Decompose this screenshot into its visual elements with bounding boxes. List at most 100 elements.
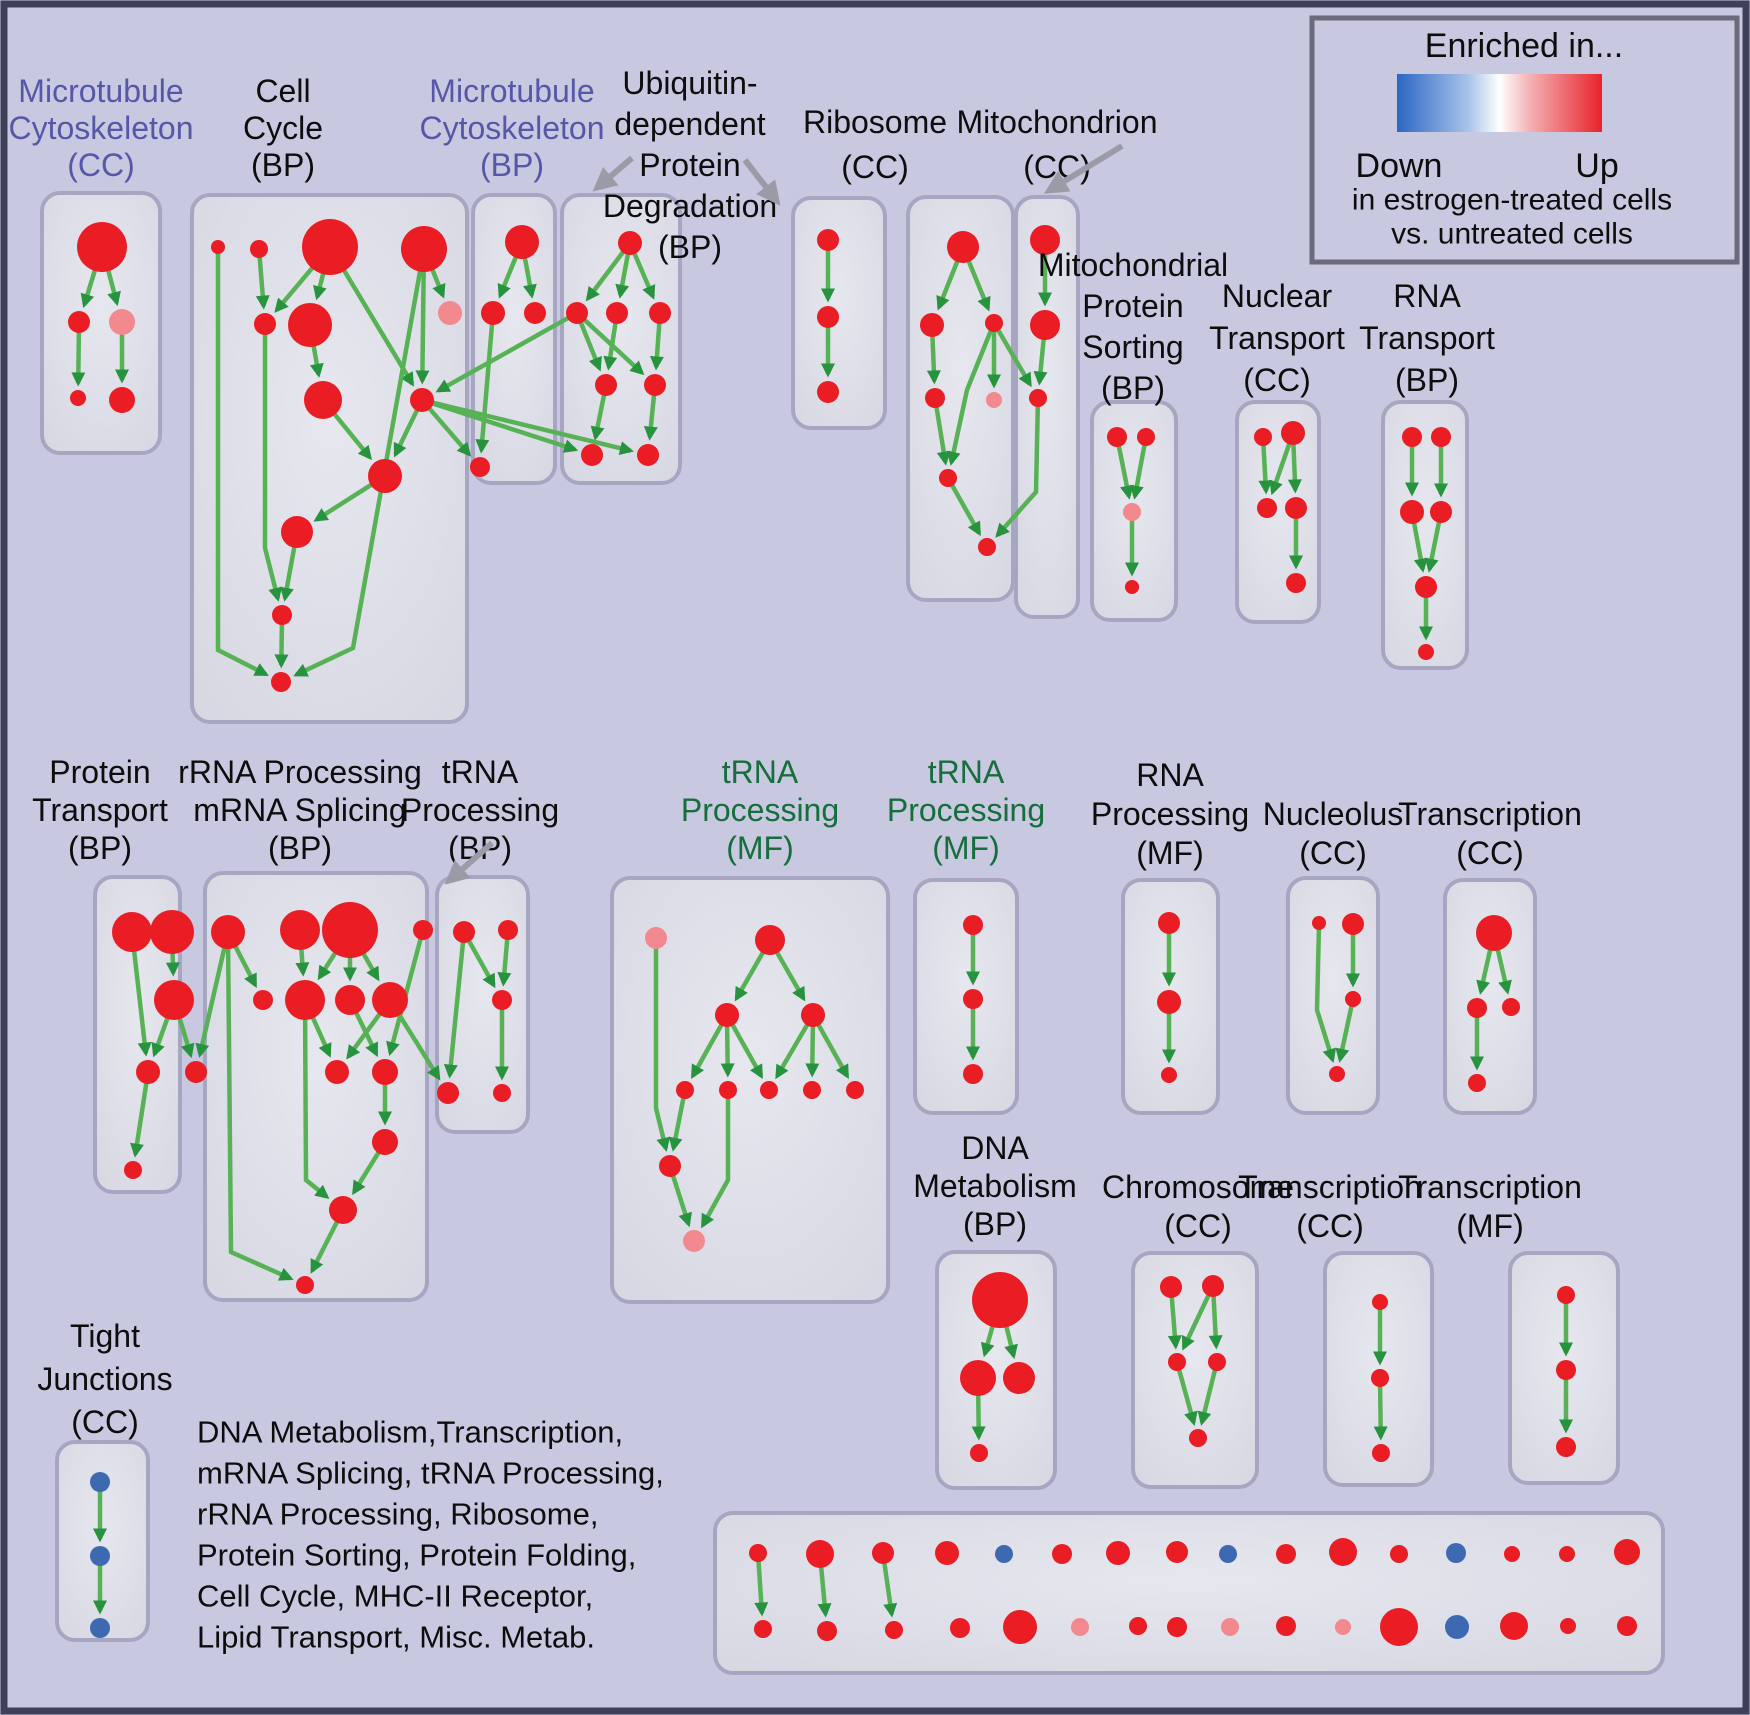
group-label-transcription-cc-1: Transcription [1398, 796, 1582, 832]
go-term-node-transcription-mf-0 [1557, 1286, 1575, 1304]
go-term-node-nuclear-transport-cc-1 [1281, 421, 1305, 445]
group-label-mitochondrion-cc: Mitochondrion [957, 104, 1158, 140]
go-term-node-mixed-terms-strip-4 [995, 1545, 1013, 1563]
edge-arrow-ubiquitin-degradation-bp [631, 251, 656, 300]
go-term-node-rrna-processing-mrna-splicing-bp-12 [329, 1196, 357, 1224]
edge-arrow-trna-processing-mf-1 [653, 947, 671, 1152]
go-term-node-protein-transport-bp-3 [136, 1060, 160, 1084]
edge-arrow-mitochondrial-protein-sorting-bp [1116, 444, 1134, 500]
edge-arrow-trna-processing-mf-1 [670, 1174, 692, 1228]
go-term-node-mixed-terms-strip-18 [885, 1621, 903, 1639]
go-term-node-trna-processing-mf-2-2 [963, 1064, 983, 1084]
edge-arrow-nucleolus-cc [1335, 1005, 1354, 1063]
go-term-node-rrna-processing-mrna-splicing-bp-11 [372, 1129, 398, 1155]
go-term-node-tight-junctions-cc-0 [90, 1472, 110, 1492]
group-box-transcription-cc-2 [1323, 1251, 1434, 1487]
group-label-ribosome-cc: Ribosome [803, 104, 947, 140]
group-label-dna-metabolism-bp: DNA [961, 1130, 1029, 1166]
go-term-node-transcription-cc-1-1 [1467, 998, 1487, 1018]
go-term-node-mitochondrial-protein-sorting-bp-3 [1125, 580, 1139, 594]
edge-arrow-chromosome-cc [1181, 1293, 1212, 1351]
group-label-nucleolus-cc: (CC) [1299, 835, 1367, 871]
edge-arrow-cell-cycle-bp [393, 408, 420, 458]
go-term-node-mixed-terms-strip-26 [1335, 1619, 1351, 1635]
go-term-node-trna-processing-bp-1 [498, 920, 518, 940]
go-term-node-rrna-processing-mrna-splicing-bp-7 [335, 985, 365, 1015]
go-term-node-trna-processing-mf-1-4 [676, 1081, 694, 1099]
go-term-node-mixed-terms-strip-17 [817, 1621, 837, 1641]
edge-arrow-chromosome-cc [1167, 1296, 1182, 1350]
group-box-transcription-cc-1 [1443, 878, 1537, 1115]
go-term-node-mixed-terms-strip-20 [1003, 1610, 1037, 1644]
go-term-node-chromosome-cc-2 [1168, 1353, 1186, 1371]
edge-arrow-ubiquitin-degradation-bp [590, 393, 607, 441]
group-label-microtubule-cytoskeleton-cc: (CC) [67, 147, 135, 183]
group-label-rrna-processing-mrna-splicing-bp: (BP) [268, 830, 332, 866]
edge-arrow-cross [176, 1015, 195, 1059]
group-label-cell-cycle-bp: Cell [255, 73, 310, 109]
go-term-node-ubiquitin-degradation-bp-5 [644, 374, 666, 396]
edge-arrow-nuclear-transport-cc [1258, 444, 1273, 495]
edge-arrow-trna-processing-mf-1 [668, 1097, 686, 1152]
go-term-node-mixed-terms-strip-8 [1219, 1545, 1237, 1563]
go-term-node-rrna-processing-mrna-splicing-bp-10 [372, 1059, 398, 1085]
go-term-node-trna-processing-mf-1-10 [683, 1230, 705, 1252]
group-label-protein-transport-bp: Protein [49, 754, 150, 790]
group-label-microtubule-cytoskeleton-bp: Cytoskeleton [420, 110, 605, 146]
go-term-node-tight-junctions-cc-2 [90, 1618, 110, 1638]
group-label-trna-processing-bp: (BP) [448, 830, 512, 866]
annotation-text-line: Protein Sorting, Protein Folding, [197, 1538, 636, 1573]
annotation-text-line: rRNA Processing, Ribosome, [197, 1497, 598, 1532]
go-term-node-mixed-terms-strip-29 [1500, 1612, 1528, 1640]
group-label-transcription-mf: Transcription [1398, 1169, 1582, 1205]
go-term-node-ubiquitin-degradation-chain-2 [817, 381, 839, 403]
edge-arrow-cell-cycle-bp [274, 263, 317, 313]
edge-arrow-rrna-processing-mrna-splicing-bp [359, 949, 380, 982]
edge-arrow-rrna-processing-mrna-splicing-bp [309, 1014, 332, 1058]
edge-arrow-cross [995, 328, 1032, 388]
group-box-microtubule-cytoskeleton-cc [40, 191, 162, 455]
group-label-trna-processing-mf-2: tRNA [928, 754, 1005, 790]
go-term-node-nuclear-transport-cc-3 [1285, 497, 1307, 519]
ubiquitin-right-pointer [742, 158, 781, 206]
annotation-text-line: mRNA Splicing, tRNA Processing, [197, 1456, 664, 1491]
layer-nodes [68, 219, 1640, 1646]
edge-arrow-ribosome-cc [966, 258, 991, 312]
go-term-node-ribosome-cc-0 [947, 231, 979, 263]
go-term-node-rrna-processing-mrna-splicing-bp-3 [413, 920, 433, 940]
group-label-rna-processing-mf: Processing [1091, 796, 1249, 832]
go-term-node-ubiquitin-degradation-bp-2 [606, 302, 628, 324]
edge-arrow-rrna-processing-mrna-splicing-bp [302, 1016, 330, 1200]
go-term-node-microtubule-cytoskeleton-cc-0 [77, 222, 127, 272]
edge-arrow-microtubule-cytoskeleton-bp [475, 323, 495, 454]
edge-arrow-cross [396, 1011, 441, 1081]
go-term-node-trna-processing-bp-3 [437, 1082, 459, 1104]
go-term-node-rrna-processing-mrna-splicing-bp-1 [280, 910, 320, 950]
go-term-node-mixed-terms-strip-10 [1329, 1538, 1357, 1566]
group-label-transcription-mf: (MF) [1456, 1208, 1524, 1244]
go-term-node-mitochondrion-cc-2 [1029, 389, 1047, 407]
go-term-node-microtubule-cytoskeleton-cc-4 [109, 387, 135, 413]
edge-arrow-cross [426, 406, 472, 457]
group-box-protein-transport-bp [93, 875, 182, 1194]
edge-arrow-cell-cycle-bp [255, 256, 270, 310]
edge-arrow-ribosome-cc [926, 335, 941, 385]
go-term-node-mitochondrial-protein-sorting-bp-1 [1137, 428, 1155, 446]
group-label-rna-transport-bp: Transport [1359, 320, 1495, 356]
edge-arrow-rna-transport-bp [1411, 521, 1428, 573]
go-term-node-trna-processing-mf-1-3 [801, 1003, 825, 1027]
edge-arrow-trna-processing-mf-1 [700, 1097, 731, 1229]
go-term-node-ubiquitin-degradation-bp-6 [581, 444, 603, 466]
go-term-node-protein-transport-bp-1 [150, 910, 194, 954]
group-label-microtubule-cytoskeleton-bp: Microtubule [429, 73, 594, 109]
go-term-node-trna-processing-mf-2-1 [963, 989, 983, 1009]
edge-arrow-ribosome-cc [936, 258, 961, 311]
edge-arrow-cell-cycle-bp [340, 266, 415, 387]
group-label-trna-processing-mf-2: Processing [887, 792, 1045, 828]
group-label-trna-processing-bp: tRNA [442, 754, 519, 790]
group-box-tight-junctions-cc [55, 1440, 150, 1642]
edge-arrow-mixed-terms-strip [882, 1561, 898, 1618]
go-term-node-ubiquitin-degradation-bp-7 [637, 444, 659, 466]
group-label-rna-processing-mf: RNA [1136, 757, 1204, 793]
edge-arrow-ribosome-cc [949, 483, 982, 537]
